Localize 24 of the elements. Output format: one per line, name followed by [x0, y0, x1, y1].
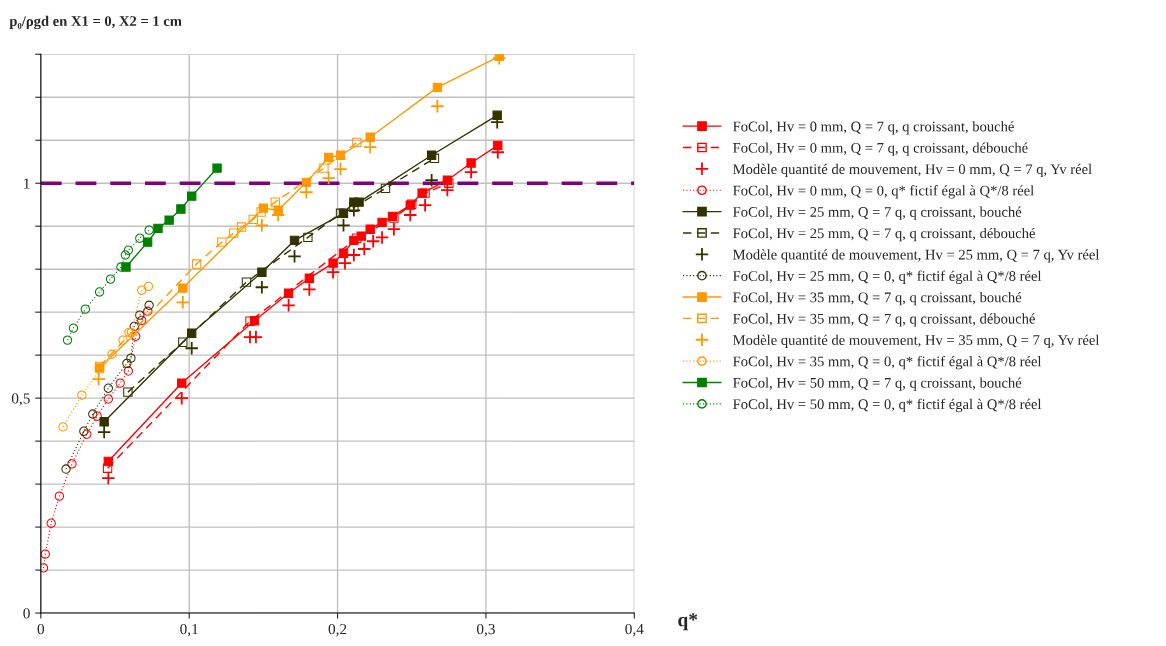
legend-label: FoCol, Hv = 25 mm, Q = 7 q, q croissant, bouché: [733, 206, 1022, 220]
legend-label: FoCol, Hv = 0 mm, Q = 7 q, q croissant, débouché: [733, 142, 1028, 156]
y-tick-label: 0,5: [11, 393, 30, 406]
x-tick-label: 0,3: [476, 623, 495, 637]
legend-label: FoCol, Hv = 35 mm, Q = 7 q, q croissant, bouché: [733, 292, 1022, 306]
legend-label: Modèle quantité de mouvement, Hv = 35 mm, Q = 7 q, Yv réel: [733, 334, 1100, 348]
legend-label: FoCol, Hv = 25 mm, Q = 7 q, q croissant, débouché: [733, 227, 1035, 242]
legend-label: FoCol, Hv = 25 mm, Q = 0, q* fictif égal à Q*/8 réel: [733, 270, 1042, 284]
legend-label: FoCol, Hv = 0 mm, Q = 0, q* fictif égal à Q*/8 réel: [733, 185, 1034, 199]
legend-label: FoCol, Hv = 35 mm, Q = 7 q, q croissant, débouché: [733, 313, 1035, 327]
y-tick-label: 1: [24, 178, 30, 189]
x-tick-label: 0: [37, 623, 45, 635]
legend-label: Modèle quantité de mouvement, Hv = 25 mm, Q = 7 q, Yv réel: [733, 249, 1100, 263]
legend-label: FoCol, Hv = 50 mm, Q = 0, q* fictif égal à Q*/8 réel: [733, 398, 1042, 413]
x-axis-title: q*: [678, 613, 698, 631]
y-tick-label: 0: [23, 608, 30, 619]
x-tick-label: 0,1: [180, 623, 198, 637]
x-tick-label: 0,4: [625, 623, 644, 637]
legend-label: FoCol, Hv = 0 mm, Q = 7 q, q croissant, bouché: [733, 121, 1014, 135]
legend-label: FoCol, Hv = 50 mm, Q = 7 q, q croissant, bouché: [733, 377, 1022, 391]
legend-label: Modèle quantité de mouvement, Hv = 0 mm, Q = 7 q, Yv réel: [733, 163, 1092, 178]
chart-title: p₀/ρgd en X1 = 0, X2 = 1 cm: [9, 15, 182, 30]
legend-label: FoCol, Hv = 35 mm, Q = 0, q* fictif égal à Q*/8 réel: [733, 355, 1042, 370]
x-tick-label: 0,2: [328, 623, 347, 637]
